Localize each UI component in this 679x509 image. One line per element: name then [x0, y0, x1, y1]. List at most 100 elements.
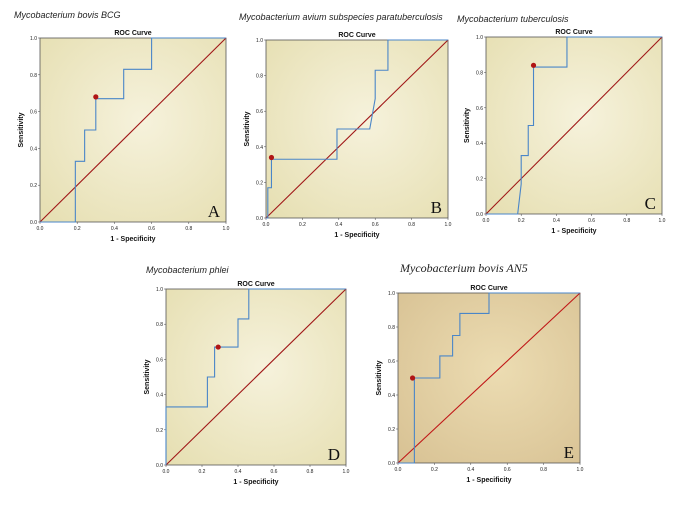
y-tick-label: 0.2: [30, 183, 37, 189]
title-A: Mycobacterium bovis BCG: [14, 10, 121, 20]
y-tick-label: 0.6: [476, 106, 483, 112]
x-tick-label: 0.8: [307, 469, 314, 475]
panel-letter: C: [645, 194, 656, 213]
y-axis-label: Sensitivity: [464, 108, 471, 143]
roc-curve-line: [266, 39, 448, 219]
panel-letter: D: [328, 445, 340, 464]
x-tick-label: 0.4: [467, 467, 474, 473]
x-tick-label: 1.0: [577, 467, 584, 473]
x-axis-label: 1 - Specificity: [233, 479, 278, 486]
reference-diagonal-line: [165, 288, 347, 466]
x-tick-label: 0.6: [504, 467, 511, 473]
x-tick-label: 0.0: [263, 222, 270, 228]
x-tick-label: 1.0: [223, 226, 230, 232]
title-B: Mycobacterium avium subspecies paratuber…: [239, 12, 443, 22]
y-tick-label: 0.4: [256, 145, 263, 151]
y-tick-label: 0.8: [476, 70, 483, 76]
y-axis-label: Sensitivity: [376, 360, 383, 395]
x-tick-label: 0.8: [408, 222, 415, 228]
panel-letter: A: [208, 202, 221, 221]
reference-diagonal-line: [397, 292, 581, 464]
roc-chart-C: ROC Curve 0.0 0.2 0.4 0.6 0.8 1.0 0.0 0.2 0.4 0.6 0…: [464, 29, 666, 235]
x-tick-label: 0.8: [540, 467, 547, 473]
x-tick-label: 0.0: [395, 467, 402, 473]
x-tick-label: 0.6: [588, 218, 595, 224]
y-tick-label: 0.2: [256, 180, 263, 186]
cutoff-point: [268, 154, 275, 161]
x-axis-label: 1 - Specificity: [110, 236, 155, 243]
x-tick-label: 0.2: [199, 469, 206, 475]
x-tick-label: 0.8: [185, 226, 192, 232]
y-tick-label: 1.0: [256, 38, 263, 44]
y-tick-label: 0.0: [476, 212, 483, 218]
x-tick-label: 0.4: [111, 226, 118, 232]
x-tick-label: 1.0: [659, 218, 666, 224]
y-tick-label: 1.0: [476, 35, 483, 41]
chart-subtitle: ROC Curve: [237, 281, 274, 288]
title-E: Mycobacterium bovis AN5: [400, 261, 528, 275]
y-tick-label: 0.0: [30, 220, 37, 226]
y-tick-label: 0.0: [156, 463, 163, 469]
roc-chart-B: ROC Curve 0.0 0.2 0.4 0.6 0.8 1.0 0.0 0.2 0.4 0.6 0…: [244, 32, 452, 239]
chart-subtitle: ROC Curve: [470, 285, 507, 292]
cutoff-point: [530, 62, 537, 68]
roc-curve-line: [398, 292, 580, 464]
x-tick-label: 0.0: [483, 218, 490, 224]
chart-subtitle: ROC Curve: [114, 30, 151, 37]
y-tick-label: 0.6: [388, 359, 395, 365]
x-tick-label: 0.2: [518, 218, 525, 224]
x-tick-label: 0.2: [299, 222, 306, 228]
x-axis-label: 1 - Specificity: [551, 228, 596, 235]
y-tick-label: 0.2: [476, 177, 483, 183]
roc-chart-A: ROC Curve 0.0 0.2 0.4 0.6 0.8 1.0 0.0 0.2 0.4 0.6 0…: [18, 30, 230, 243]
x-tick-label: 0.6: [372, 222, 379, 228]
y-tick-label: 0.4: [388, 393, 395, 399]
y-tick-label: 0.4: [30, 146, 37, 152]
x-tick-label: 0.2: [74, 226, 81, 232]
x-tick-label: 0.8: [623, 218, 630, 224]
x-tick-label: 1.0: [343, 469, 350, 475]
y-tick-label: 0.8: [30, 73, 37, 79]
y-tick-label: 0.2: [156, 428, 163, 434]
y-tick-label: 0.2: [388, 427, 395, 433]
x-axis-label: 1 - Specificity: [466, 477, 511, 484]
x-tick-label: 0.4: [335, 222, 342, 228]
reference-diagonal-line: [485, 36, 663, 215]
y-tick-label: 0.6: [156, 357, 163, 363]
y-tick-label: 0.0: [256, 216, 263, 222]
y-tick-label: 1.0: [388, 291, 395, 297]
y-tick-label: 0.8: [256, 74, 263, 80]
x-tick-label: 1.0: [445, 222, 452, 228]
y-tick-label: 0.0: [388, 461, 395, 467]
y-tick-label: 0.8: [388, 325, 395, 331]
y-tick-label: 0.6: [30, 110, 37, 116]
roc-chart-E: ROC Curve 0.0 0.2 0.4 0.6 0.8 1.0 0.0 0.2 0.4 0.6 0…: [376, 285, 584, 484]
y-tick-label: 0.4: [476, 141, 483, 147]
roc-curve-line: [40, 37, 226, 223]
roc-curve-line: [165, 288, 346, 465]
x-tick-label: 0.6: [271, 469, 278, 475]
y-tick-label: 0.8: [156, 322, 163, 328]
x-axis-label: 1 - Specificity: [334, 232, 379, 239]
title-C: Mycobacterium tuberculosis: [457, 14, 569, 24]
chart-subtitle: ROC Curve: [555, 29, 592, 36]
y-tick-label: 0.4: [156, 393, 163, 399]
x-tick-label: 0.2: [431, 467, 438, 473]
roc-curve-line: [486, 36, 662, 215]
y-axis-label: Sensitivity: [18, 112, 25, 147]
x-tick-label: 0.0: [37, 226, 44, 232]
y-axis-label: Sensitivity: [144, 359, 151, 394]
title-D: Mycobacterium phlei: [146, 265, 229, 275]
x-tick-label: 0.4: [553, 218, 560, 224]
y-tick-label: 0.6: [256, 109, 263, 115]
x-tick-label: 0.6: [148, 226, 155, 232]
cutoff-point: [215, 344, 221, 350]
panel-letter: B: [431, 198, 442, 217]
roc-chart-D: ROC Curve 0.0 0.2 0.4 0.6 0.8 1.0 0.0 0.2 0.4 0.6 0…: [144, 281, 350, 486]
y-tick-label: 1.0: [30, 36, 37, 42]
cutoff-point: [409, 375, 416, 381]
panel-letter: E: [564, 443, 574, 462]
chart-subtitle: ROC Curve: [338, 32, 375, 39]
y-tick-label: 1.0: [156, 287, 163, 293]
y-axis-label: Sensitivity: [244, 111, 251, 146]
